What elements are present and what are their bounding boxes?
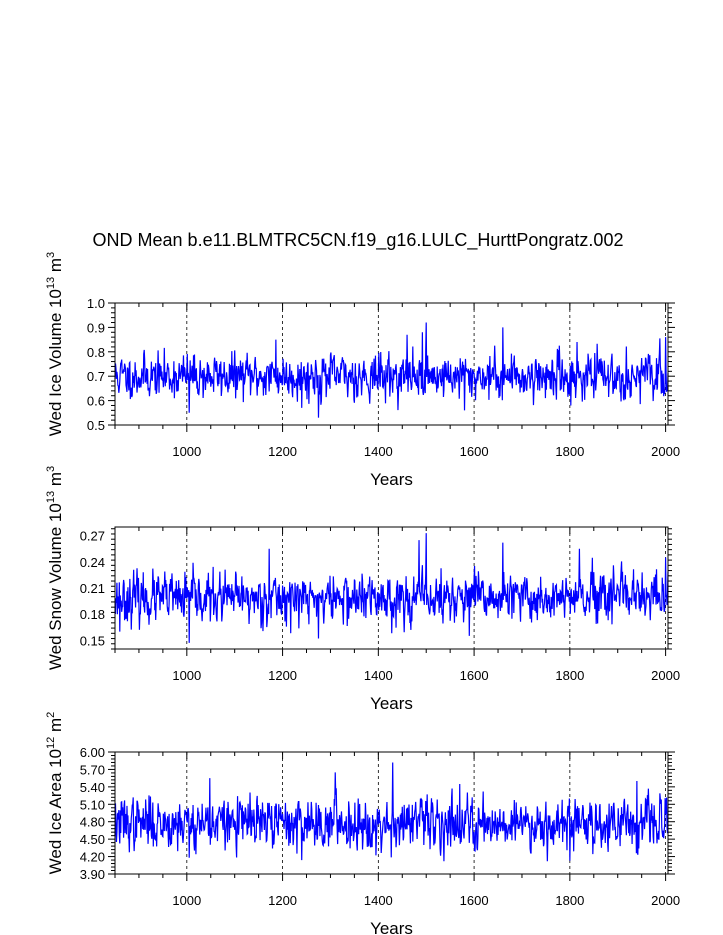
y-axis-title: Wed Ice Volume 1013 m3 bbox=[45, 252, 65, 436]
y-tick-label: 0.21 bbox=[80, 581, 105, 596]
x-tick-label: 1000 bbox=[172, 668, 201, 683]
y-tick-label: 0.6 bbox=[87, 394, 105, 409]
plot-frame bbox=[114, 751, 669, 875]
y-tick-label: 0.24 bbox=[80, 555, 105, 570]
x-tick-label: 1800 bbox=[555, 893, 584, 908]
y-tick-label: 3.90 bbox=[80, 867, 105, 882]
x-tick-label: 1600 bbox=[460, 444, 489, 459]
series-line bbox=[114, 762, 669, 862]
y-tick-label: 0.9 bbox=[87, 320, 105, 335]
x-tick-label: 1000 bbox=[172, 893, 201, 908]
x-axis-title: Years bbox=[370, 919, 413, 935]
plot-frame bbox=[114, 302, 669, 426]
x-tick-label: 1200 bbox=[268, 893, 297, 908]
y-tick-label: 5.70 bbox=[80, 762, 105, 777]
x-tick-label: 1200 bbox=[268, 668, 297, 683]
y-tick-label: 4.80 bbox=[80, 815, 105, 830]
x-tick-label: 2000 bbox=[651, 893, 680, 908]
x-tick-label: 2000 bbox=[651, 444, 680, 459]
y-tick-label: 5.10 bbox=[80, 797, 105, 812]
plot-frame bbox=[114, 526, 669, 650]
y-axis-title: Wed Ice Area 1012 m2 bbox=[45, 712, 65, 875]
x-tick-label: 1400 bbox=[364, 668, 393, 683]
y-tick-label: 0.8 bbox=[87, 345, 105, 360]
y-tick-label: 0.18 bbox=[80, 607, 105, 622]
y-axis-title: Wed Snow Volume 1013 m3 bbox=[45, 466, 65, 670]
x-tick-label: 1400 bbox=[364, 893, 393, 908]
wed-snow-volume-panel: 1000 1200 1400 1600 1800 2000 0.15 0.18 0.21 0.24… bbox=[45, 466, 680, 713]
x-tick-label: 1400 bbox=[364, 444, 393, 459]
x-tick-label: 1000 bbox=[172, 444, 201, 459]
x-tick-label: 1200 bbox=[268, 444, 297, 459]
x-axis-title: Years bbox=[370, 694, 413, 713]
y-tick-label: 1.0 bbox=[87, 296, 105, 311]
x-tick-label: 2000 bbox=[651, 668, 680, 683]
series-line bbox=[114, 533, 669, 643]
x-tick-label: 1800 bbox=[555, 668, 584, 683]
y-tick-label: 0.5 bbox=[87, 418, 105, 433]
y-tick-label: 0.27 bbox=[80, 529, 105, 544]
y-tick-label: 0.7 bbox=[87, 369, 105, 384]
y-tick-label: 5.40 bbox=[80, 780, 105, 795]
x-tick-label: 1800 bbox=[555, 444, 584, 459]
y-tick-label: 4.20 bbox=[80, 850, 105, 865]
y-tick-label: 0.15 bbox=[80, 633, 105, 648]
series-line bbox=[114, 322, 669, 418]
wed-ice-area-panel: 1000 1200 1400 1600 1800 2000 3.90 4.20 4.50 4.80… bbox=[45, 712, 680, 935]
wed-ice-volume-panel: 1000 1200 1400 1600 1800 2000 0.5 0.6 0.7 0.8 0.9 1… bbox=[45, 252, 680, 489]
x-axis-title: Years bbox=[370, 470, 413, 489]
x-tick-label: 1600 bbox=[460, 893, 489, 908]
y-tick-label: 6.00 bbox=[80, 745, 105, 760]
x-tick-label: 1600 bbox=[460, 668, 489, 683]
y-tick-label: 4.50 bbox=[80, 832, 105, 847]
figure-title: OND Mean b.e11.BLMTRC5CN.f19_g16.LULC_Hu… bbox=[93, 230, 624, 251]
